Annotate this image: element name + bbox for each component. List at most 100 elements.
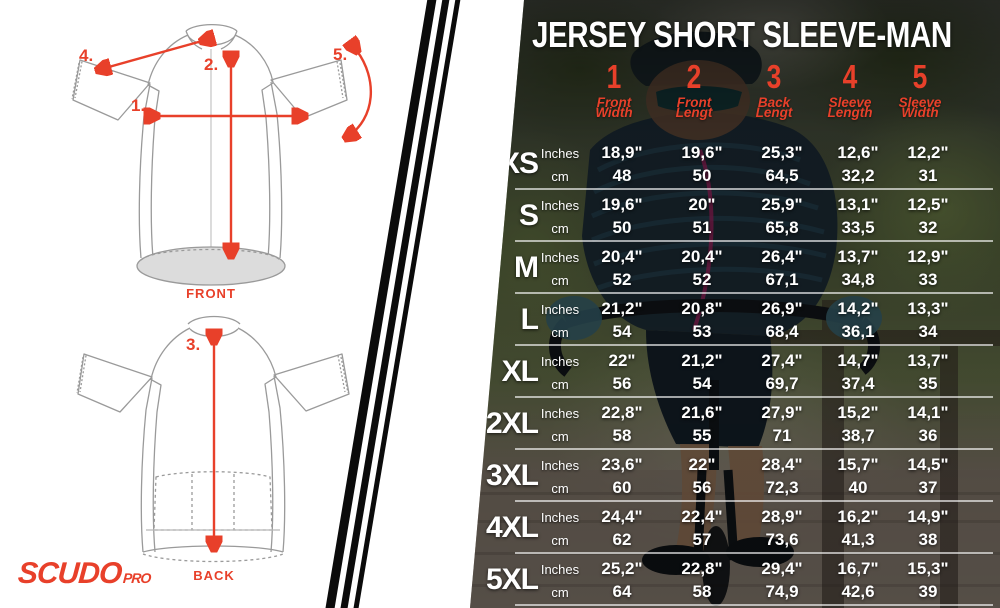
marker-4-label: 4. [79,46,93,65]
cell-inches: 26,4" [761,247,803,266]
front-caption: FRONT [186,286,236,301]
front-side-right [270,81,283,259]
cell-cm: 31 [918,166,938,185]
brand-suffix: PRO [122,570,152,586]
unit-cm: cm [551,585,569,600]
cell-cm: 72,3 [765,478,799,497]
cell-inches: 21,6" [681,403,723,422]
cell-inches: 26,9" [761,299,803,318]
column-header-5: 5 Sleeve Width [878,58,962,119]
cell-cm: 52 [692,270,712,289]
cell-cm: 68,4 [765,322,799,341]
column-label-line2: Width [595,105,633,120]
back-raglan-left [150,327,191,380]
cell-cm: 34,8 [841,270,875,289]
unit-cm: cm [551,273,569,288]
cell-cm: 57 [692,530,712,549]
cell-inches: 19,6" [681,143,723,162]
unit-inches: Inches [540,562,580,577]
cell-inches: 22,8" [601,403,643,422]
brand-name: SCUDO [16,557,123,590]
cell-inches: 14,1" [907,403,949,422]
size-label: L [520,303,539,336]
cell-inches: 20,8" [681,299,723,318]
cell-inches: 13,7" [837,247,879,266]
back-collar [187,315,241,325]
unit-inches: Inches [540,458,580,473]
column-label-line2: Length [827,105,873,120]
cell-cm: 36,1 [841,322,875,341]
table-row: M Inches cm 20,4" 52 20,4" 52 26,4" 67,1 13,7" 34,… [470,242,1000,294]
column-label-line2: Lengt [755,105,793,120]
cell-inches: 27,9" [761,403,803,422]
cell-inches: 23,6" [601,455,643,474]
cell-cm: 32,2 [841,166,875,185]
marker-3-label: 3. [186,335,200,354]
cell-inches: 25,2" [601,559,643,578]
cell-cm: 73,6 [765,530,799,549]
cell-inches: 20" [688,195,716,214]
jersey-front-diagram: 4. 1. 2. 5. FRONT [71,23,373,301]
unit-inches: Inches [540,250,580,265]
cell-inches: 12,5" [907,195,949,214]
cell-cm: 37,4 [841,374,875,393]
cell-inches: 13,7" [907,351,949,370]
cell-cm: 74,9 [765,582,799,601]
cell-inches: 22" [608,351,636,370]
cell-inches: 13,3" [907,299,949,318]
cell-inches: 22,4" [681,507,723,526]
unit-inches: Inches [540,354,580,369]
cell-inches: 16,7" [837,559,879,578]
table-row: L Inches cm 21,2" 54 20,8" 53 26,9" 68,4 14,2" 36,… [470,294,1000,346]
cell-inches: 15,7" [837,455,879,474]
cell-inches: 12,6" [837,143,879,162]
cell-inches: 20,4" [681,247,723,266]
unit-cm: cm [551,169,569,184]
cell-cm: 40 [848,478,868,497]
cell-inches: 15,3" [907,559,949,578]
table-row: 5XL Inches cm 25,2" 64 22,8" 58 29,4" 74,9 16,7" 4… [470,554,1000,606]
cell-cm: 32 [918,218,938,237]
cell-inches: 14,2" [837,299,879,318]
front-collar-outer [185,23,238,32]
row-separator [515,240,993,242]
cell-inches: 20,4" [601,247,643,266]
unit-cm: cm [551,221,569,236]
size-label: 2XL [485,407,539,440]
size-label: S [518,199,539,232]
cell-inches: 29,4" [761,559,803,578]
cell-cm: 58 [692,582,712,601]
cell-cm: 37 [918,478,938,497]
size-table-panel: JERSEY SHORT SLEEVE-MAN 1 Front Width 2 … [470,0,1000,608]
unit-inches: Inches [540,510,580,525]
front-raglan-right [234,34,274,83]
cell-inches: 21,2" [681,351,723,370]
back-caption: BACK [193,568,235,583]
brand-logo: SCUDO PRO [16,557,152,591]
row-separator [515,552,993,554]
column-number: 3 [766,58,782,95]
column-number: 1 [606,58,622,95]
cell-cm: 53 [692,322,712,341]
jersey-back-diagram: 3. BACK [76,315,350,583]
size-label: M [514,251,539,284]
unit-cm: cm [551,533,569,548]
cell-inches: 22,8" [681,559,723,578]
row-separator [515,188,993,190]
cell-cm: 60 [612,478,632,497]
front-raglan-left [147,34,189,86]
cell-cm: 38 [918,530,938,549]
size-table-rows: XS Inches cm 18,9" 48 19,6" 50 25,3" 64,5 12,6" 32… [470,138,1000,606]
row-separator [515,448,993,450]
cell-cm: 71 [772,426,792,445]
cell-cm: 54 [692,374,712,393]
cell-cm: 51 [692,218,712,237]
column-header-2: 2 Front Lengt [652,60,736,119]
cell-inches: 18,9" [601,143,643,162]
cell-cm: 42,6 [841,582,875,601]
column-header-4: 4 Sleeve Length [808,60,892,120]
column-number: 5 [912,58,928,95]
unit-column: Inches cm [538,194,582,240]
column-label-line1: Front [676,95,712,110]
